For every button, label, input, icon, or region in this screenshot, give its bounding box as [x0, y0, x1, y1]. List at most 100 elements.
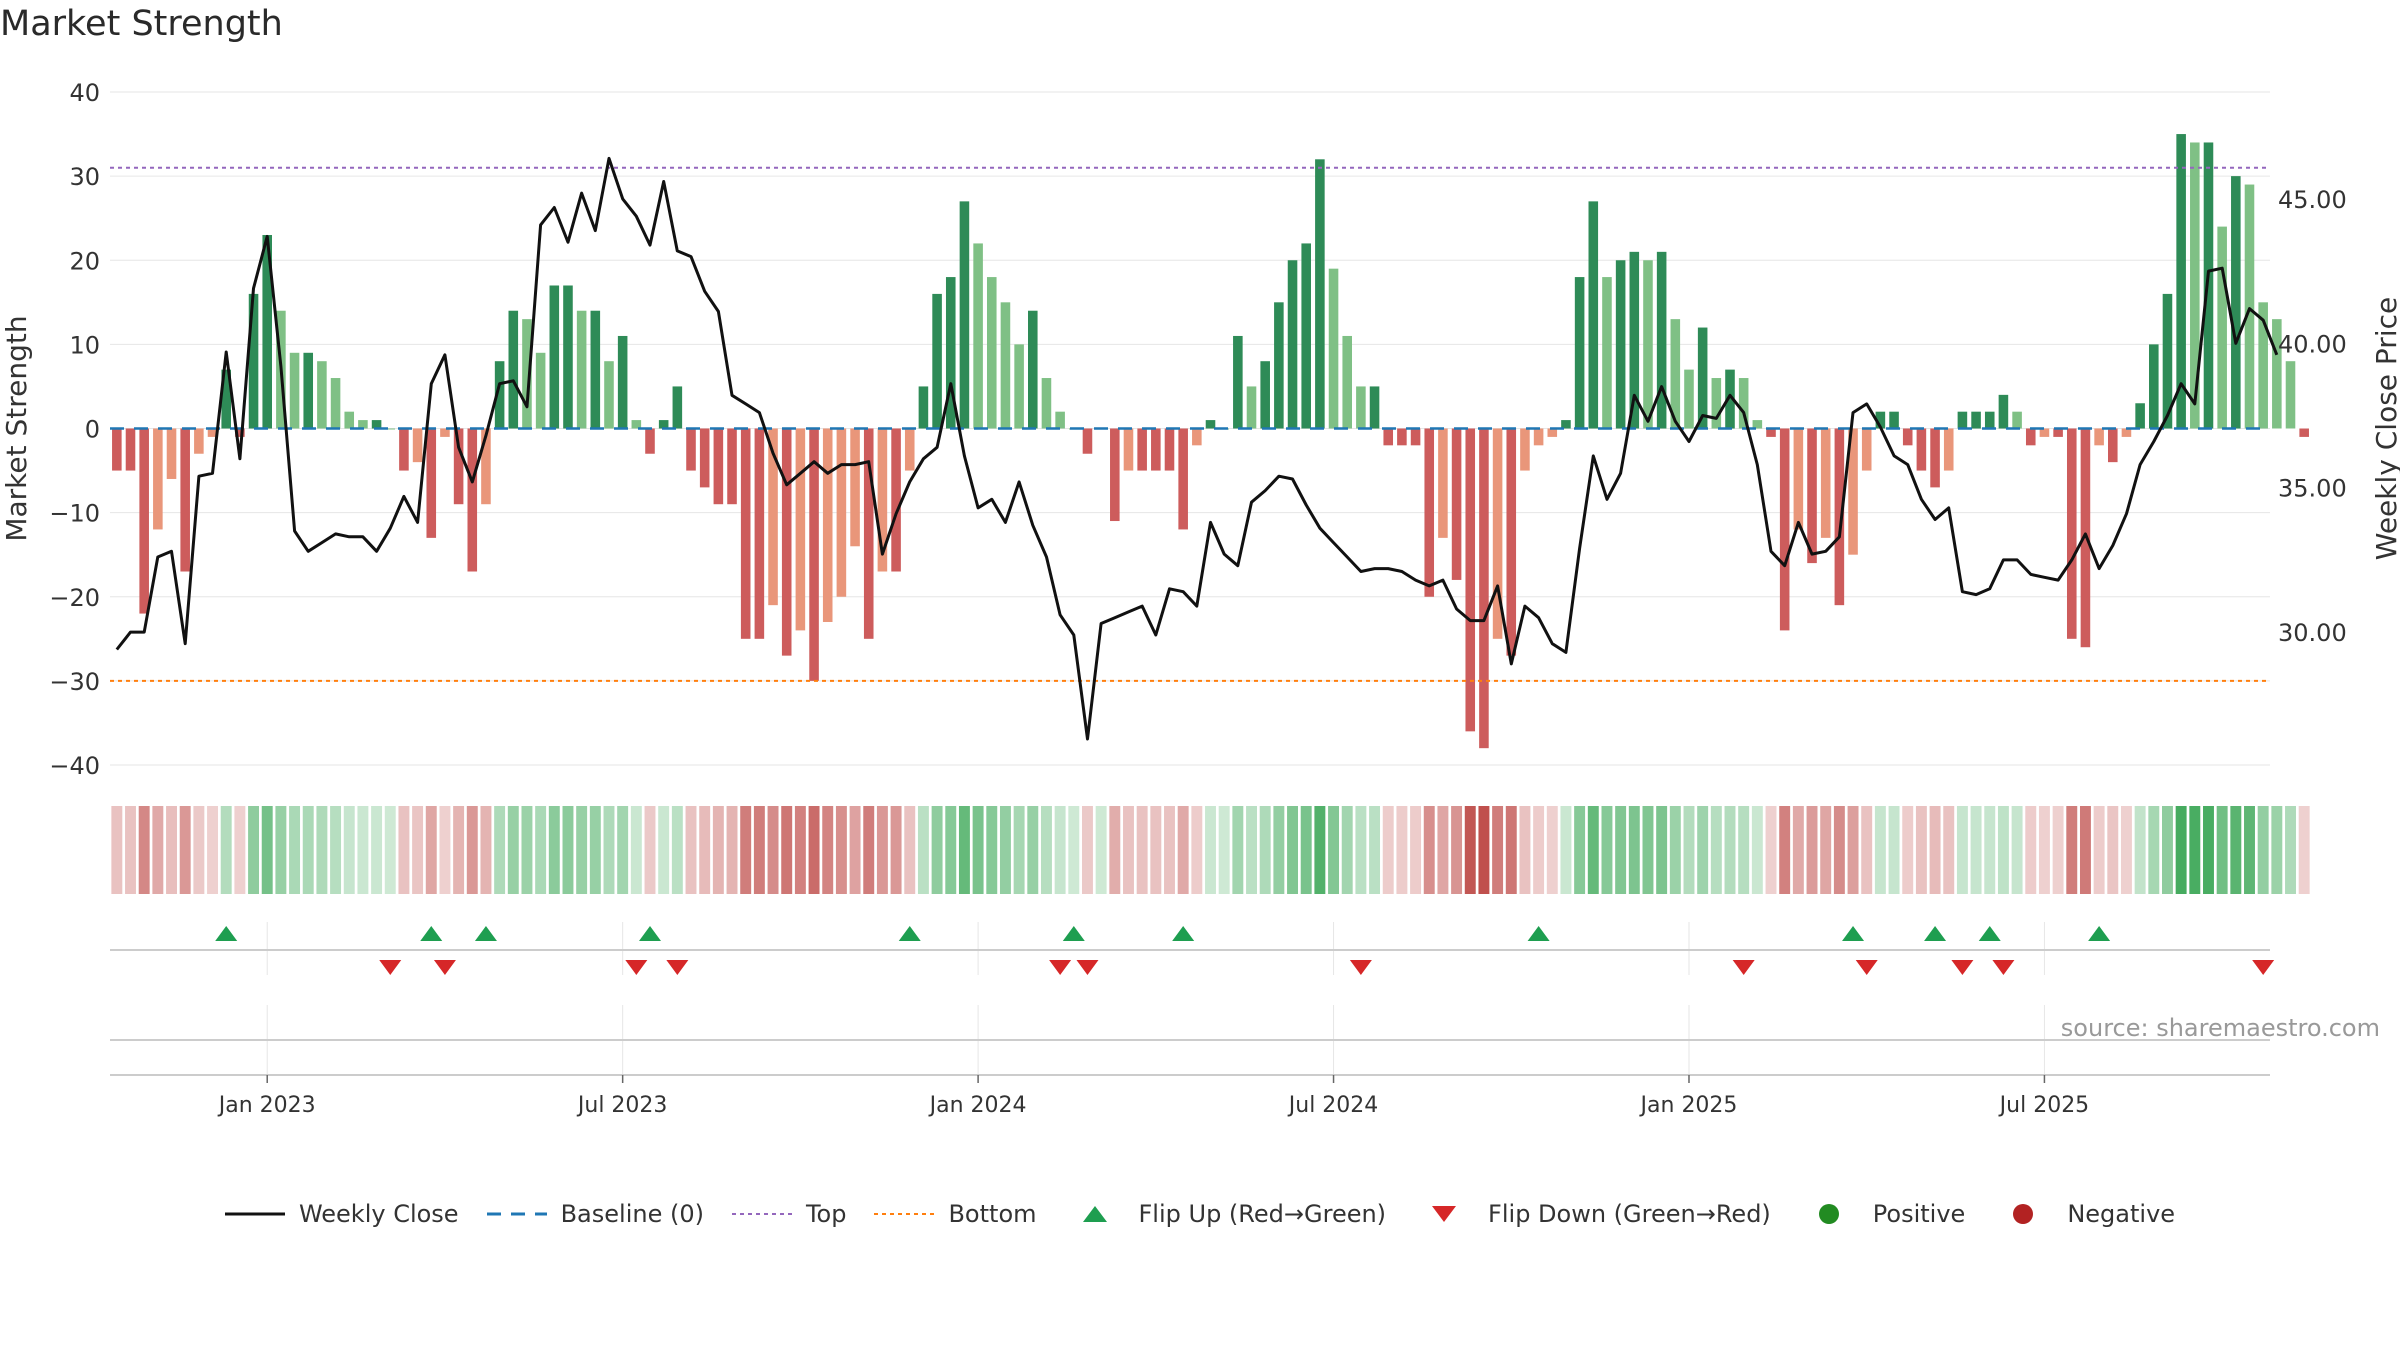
- strength-bar: [1998, 394, 2009, 429]
- legend: Weekly Close Baseline (0) Top Bottom Flip Up…: [0, 1200, 2400, 1228]
- strength-bar: [1916, 428, 1927, 471]
- heat-cell: [1218, 806, 1230, 894]
- heat-cell: [1082, 806, 1093, 894]
- strength-bar: [945, 277, 956, 429]
- strength-bar: [1520, 428, 1530, 471]
- heat-cell: [289, 806, 301, 894]
- heat-cell: [1109, 806, 1121, 894]
- strength-bar: [1246, 386, 1257, 429]
- heat-cell: [2203, 806, 2214, 894]
- strength-bar: [1028, 310, 1038, 429]
- strength-bar: [1793, 428, 1804, 530]
- strength-bar: [959, 201, 970, 429]
- strength-bar: [494, 361, 505, 429]
- heat-cell: [494, 806, 506, 894]
- heat-cell: [1492, 806, 1504, 894]
- flip-up-marker: [474, 926, 497, 941]
- x-tick-label: Jul 2025: [1998, 1093, 2090, 1118]
- strength-bar: [1055, 411, 1065, 429]
- heat-cell: [2162, 806, 2173, 894]
- strength-bar: [467, 428, 478, 572]
- heat-cell: [1341, 806, 1353, 894]
- heat-cell: [207, 806, 218, 894]
- strength-bar: [2272, 319, 2282, 429]
- strength-bar: [139, 428, 149, 614]
- chart-title: Market Strength: [0, 4, 283, 44]
- legend-symbol: [731, 1213, 792, 1215]
- heat-cell: [2298, 806, 2310, 894]
- heat-cell: [2189, 806, 2201, 894]
- strength-bar: [330, 378, 341, 429]
- flip-down-marker: [433, 960, 456, 975]
- strength-bar: [1151, 428, 1161, 471]
- heat-cell: [1669, 806, 1681, 894]
- strength-bar: [604, 361, 614, 429]
- strength-bar: [317, 361, 327, 429]
- flip-up-marker: [1527, 926, 1550, 941]
- strength-bar: [1574, 277, 1585, 429]
- heat-cell: [1232, 806, 1244, 894]
- strength-bar: [1041, 378, 1052, 429]
- strength-bar: [1725, 369, 1735, 429]
- weekly-close-series: [115, 156, 2279, 741]
- y-tick-label: −20: [49, 584, 100, 612]
- heat-cell: [453, 806, 465, 894]
- heat-cell: [1574, 806, 1586, 894]
- strength-bar: [1260, 361, 1270, 429]
- heat-cell: [2230, 806, 2242, 894]
- strength-bar: [549, 285, 560, 429]
- strength-bar: [576, 310, 587, 429]
- source-credit: source: sharemaestro.com: [2060, 1014, 2380, 1042]
- strength-bar: [1533, 428, 1544, 446]
- strength-bar: [194, 428, 204, 454]
- heat-cell: [1164, 806, 1175, 894]
- strength-bar: [235, 428, 245, 437]
- strength-bar: [453, 428, 464, 505]
- strength-bar: [1137, 428, 1147, 471]
- strength-bar: [2162, 293, 2173, 429]
- strength-bar: [2066, 428, 2077, 639]
- strength-bar: [426, 428, 437, 538]
- heat-cell: [1191, 806, 1203, 894]
- legend-label: Top: [805, 1200, 847, 1228]
- strength-bar: [836, 428, 847, 597]
- y2-tick-label: 40.00: [2278, 330, 2347, 358]
- y2-tick-label: 45.00: [2278, 186, 2347, 214]
- strength-bar: [153, 428, 163, 530]
- axes: 40 30 20 10 0 −10 −20 −30 −40 Market Strength Week…: [0, 79, 2400, 780]
- heat-cell: [2079, 806, 2091, 894]
- heat-cell: [617, 806, 629, 894]
- heat-cell: [302, 806, 314, 894]
- heat-cell: [1123, 806, 1134, 894]
- heat-cell: [357, 806, 369, 894]
- strength-bar: [2299, 428, 2309, 437]
- strength-bar: [112, 428, 122, 471]
- strength-bar: [1588, 201, 1599, 429]
- strength-bar: [221, 369, 231, 429]
- y-tick-label: −30: [49, 668, 100, 696]
- legend-symbol: [224, 1212, 285, 1216]
- y2-tick-label: 35.00: [2278, 475, 2347, 503]
- heat-cell: [1997, 806, 2009, 894]
- x-tick-label: Jan 2024: [928, 1093, 1027, 1118]
- heat-cell: [1587, 806, 1599, 894]
- strength-bar: [1547, 428, 1558, 437]
- flip-up-marker: [898, 926, 921, 941]
- heat-cell: [1560, 806, 1572, 894]
- legend-item: Weekly Close: [224, 1200, 459, 1228]
- legend-label: Baseline (0): [560, 1200, 704, 1228]
- strength-bar: [1711, 378, 1722, 429]
- heat-cell: [1423, 806, 1435, 894]
- heat-cell: [1902, 806, 1914, 894]
- heat-cell: [2134, 806, 2146, 894]
- heat-cell: [1396, 806, 1408, 894]
- strength-bar: [1943, 428, 1954, 471]
- strength-bar: [1930, 428, 1940, 488]
- strength-bar: [904, 428, 915, 471]
- strength-bar: [1192, 428, 1202, 446]
- strength-bar: [1875, 411, 1886, 429]
- flip-down-marker: [666, 960, 689, 975]
- strength-bar: [399, 428, 409, 471]
- strength-bar: [2149, 344, 2159, 429]
- strength-bar: [1807, 428, 1817, 564]
